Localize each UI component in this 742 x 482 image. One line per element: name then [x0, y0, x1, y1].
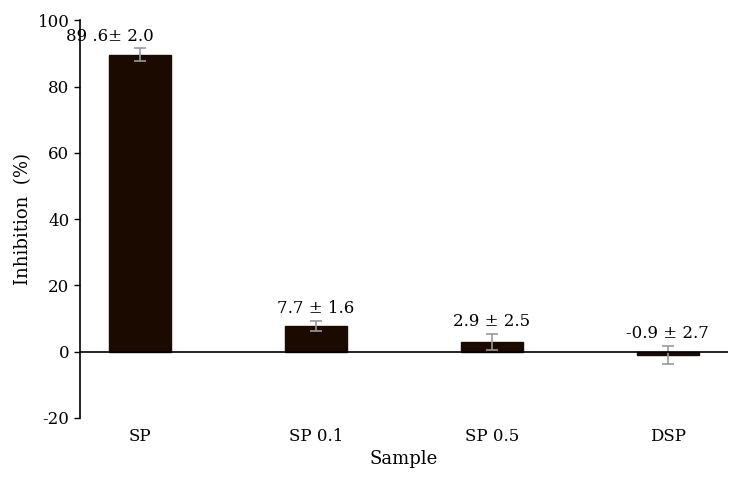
Bar [285, 326, 347, 351]
Bar [637, 351, 699, 355]
Bar [461, 342, 522, 351]
Bar [109, 55, 171, 351]
Text: 2.9 ± 2.5: 2.9 ± 2.5 [453, 313, 531, 330]
Text: 89 .6± 2.0: 89 .6± 2.0 [66, 28, 154, 45]
X-axis label: Sample: Sample [370, 450, 438, 468]
Text: 7.7 ± 1.6: 7.7 ± 1.6 [278, 300, 355, 318]
Text: -0.9 ± 2.7: -0.9 ± 2.7 [626, 325, 709, 342]
Y-axis label: Inhibition  (%): Inhibition (%) [14, 153, 32, 285]
